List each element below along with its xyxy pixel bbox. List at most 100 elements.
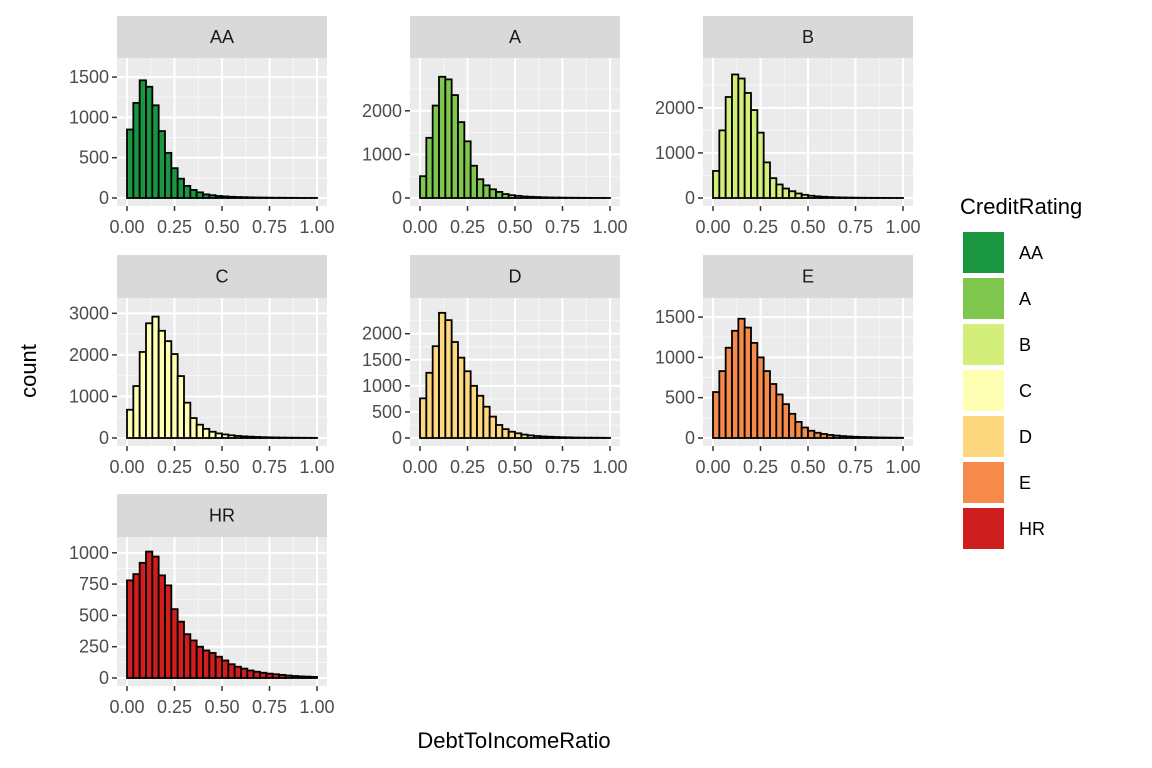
x-tick-label: 0.75 (252, 457, 287, 477)
facet-strip (117, 255, 327, 298)
y-tick-label: 1000 (69, 107, 109, 127)
legend-item: B (963, 324, 1031, 365)
histogram-bar (756, 131, 765, 199)
legend-label: E (1019, 473, 1031, 493)
histogram-bar (151, 315, 160, 439)
histogram-bar (718, 370, 727, 439)
facet-a: A 0 1000 2000 0.00 0.25 0.50 0.75 1.00 (362, 16, 628, 237)
histogram-bar (303, 675, 312, 679)
histogram-bar (202, 427, 211, 439)
histogram-bar (832, 434, 841, 439)
histogram-bar (501, 193, 510, 199)
histogram-bar (425, 136, 434, 199)
histogram-bar (425, 371, 434, 439)
x-tick-label: 0.50 (204, 697, 239, 717)
histogram-bar (183, 401, 192, 439)
histogram-bar (151, 104, 160, 199)
x-tick-label: 0.00 (109, 217, 144, 237)
x-tick-label: 1.00 (299, 217, 334, 237)
x-tick-label: 1.00 (299, 457, 334, 477)
x-tick-label: 0.50 (790, 217, 825, 237)
histogram-bar (202, 649, 211, 679)
histogram-bar (246, 669, 255, 679)
histogram-bar (189, 417, 198, 439)
legend-swatch (963, 416, 1004, 457)
histogram-bar (832, 196, 841, 199)
x-tick-label: 0.25 (157, 457, 192, 477)
histogram-bar (138, 79, 147, 199)
x-tick-label: 1.00 (299, 697, 334, 717)
histogram-bar (252, 436, 261, 439)
histogram-bar (457, 356, 466, 439)
histogram-bar (724, 346, 733, 439)
histogram-bar (514, 432, 523, 439)
legend-label: AA (1019, 243, 1043, 263)
legend-label: D (1019, 427, 1032, 447)
histogram-bar (265, 436, 274, 439)
y-tick-label: 500 (372, 402, 402, 422)
facet-strip-label: E (802, 267, 814, 287)
histogram-bar (170, 608, 179, 679)
y-tick-label: 1000 (69, 543, 109, 563)
histogram-bar (482, 405, 491, 439)
y-tick-label: 2000 (362, 101, 402, 121)
histogram-bar (431, 345, 440, 439)
histogram-bar (265, 672, 274, 679)
histogram-bar (712, 391, 721, 439)
histogram-bar (495, 190, 504, 199)
histogram-bar (208, 430, 217, 439)
histogram-bar (157, 574, 166, 679)
y-tick-label: 1000 (69, 386, 109, 406)
x-tick-label: 1.00 (885, 457, 920, 477)
histogram-bar (545, 196, 554, 199)
histogram-bar (450, 94, 459, 199)
histogram-bar (438, 311, 447, 439)
histogram-bar (164, 151, 173, 199)
y-tick-label: 1500 (69, 67, 109, 87)
histogram-bar (539, 196, 548, 199)
histogram-bar (208, 194, 217, 199)
x-tick-label: 0.75 (838, 217, 873, 237)
facet-aa: AA 0 500 1000 1500 0.00 0.25 0.50 0.75 1.00 (69, 16, 335, 237)
legend-item: A (963, 278, 1031, 319)
histogram-bar (202, 193, 211, 199)
histogram-bar (845, 435, 854, 439)
legend-item: AA (963, 232, 1043, 273)
x-tick-label: 0.00 (695, 457, 730, 477)
y-tick-label: 0 (685, 188, 695, 208)
legend-swatch (963, 370, 1004, 411)
facet-strip (117, 494, 327, 537)
histogram-bar (539, 435, 548, 439)
y-tick-label: 1500 (362, 350, 402, 370)
histogram-bar (750, 341, 759, 439)
histogram-bar (545, 435, 554, 439)
histogram-bar (240, 667, 249, 679)
histogram-bar (495, 424, 504, 439)
y-tick-label: 0 (685, 428, 695, 448)
histogram-bar (756, 356, 765, 439)
histogram-bar (132, 101, 141, 199)
histogram-bar (826, 434, 835, 439)
facet-c: C 0 1000 2000 3000 0.00 0.25 0.50 0.75 1.00 (69, 255, 335, 477)
facet-strip-label: AA (210, 27, 234, 47)
histogram-bar (227, 663, 236, 679)
histogram-bar (724, 96, 733, 199)
y-tick-label: 1000 (655, 143, 695, 163)
histogram-bar (737, 77, 746, 199)
histogram-bar (176, 177, 185, 199)
histogram-bar (138, 351, 147, 439)
y-tick-label: 0 (392, 188, 402, 208)
histogram-bar (851, 435, 860, 439)
histogram-bar (297, 675, 306, 679)
y-tick-label: 2000 (69, 345, 109, 365)
histogram-bar (501, 428, 510, 439)
histogram-bar (482, 184, 491, 199)
histogram-bar (838, 435, 847, 439)
histogram-bar (221, 433, 230, 439)
x-tick-label: 0.00 (109, 697, 144, 717)
histogram-bar (444, 78, 453, 199)
histogram-bar (170, 167, 179, 199)
histogram-bar (233, 196, 242, 199)
histogram-bar (558, 436, 567, 439)
